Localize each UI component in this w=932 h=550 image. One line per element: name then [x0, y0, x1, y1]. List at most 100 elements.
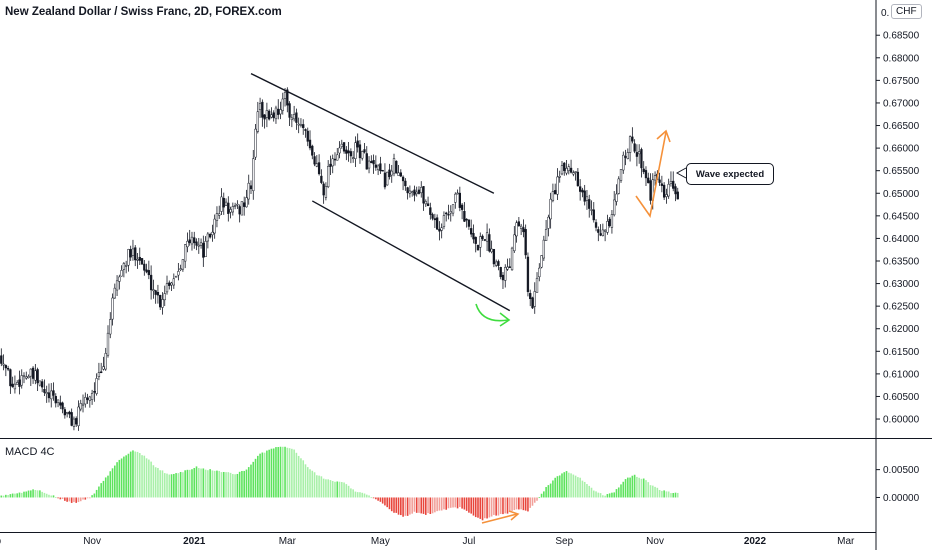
macd-bar — [57, 497, 59, 499]
candle — [406, 186, 409, 200]
macd-bar — [434, 497, 436, 513]
macd-bar — [459, 497, 461, 508]
macd-bar — [406, 497, 409, 516]
macd-bar — [497, 497, 500, 516]
macd-tick-label: 0.00000 — [883, 493, 920, 504]
macd-bar — [531, 497, 534, 506]
candle — [197, 237, 200, 254]
candle — [367, 156, 371, 174]
candle — [304, 128, 307, 138]
macd-bar — [170, 474, 173, 498]
candle — [619, 169, 623, 183]
macd-bar — [388, 497, 391, 510]
candle — [25, 371, 28, 380]
chart-title: New Zealand Dollar / Swiss Franc, 2D, FO… — [5, 6, 282, 18]
candle — [597, 226, 600, 242]
macd-axis[interactable]: 0.00500 0.00000 — [876, 465, 920, 504]
candle — [161, 292, 164, 315]
candle — [263, 114, 266, 129]
macd-bar — [513, 497, 516, 511]
candle — [97, 362, 101, 381]
candle — [208, 232, 212, 239]
candle — [270, 107, 273, 119]
candle — [628, 135, 632, 162]
candle — [638, 144, 641, 164]
time-axis[interactable]: Sep Nov 2021 Mar May Jul Sep Nov 2022 Mar — [0, 536, 855, 547]
macd-bar — [54, 496, 57, 498]
macd-bar — [134, 451, 137, 498]
candle — [342, 142, 346, 154]
candle — [615, 184, 618, 206]
candle — [134, 245, 137, 267]
candle — [11, 376, 14, 388]
candle — [662, 182, 666, 201]
candle — [168, 280, 171, 290]
candle — [481, 234, 484, 241]
macd-bar — [583, 481, 586, 498]
macd-bar — [461, 497, 463, 509]
candle — [268, 109, 271, 121]
candle — [279, 101, 282, 120]
macd-bar — [254, 458, 257, 498]
candle — [467, 219, 471, 230]
macd-bar — [468, 497, 470, 513]
candle — [329, 155, 332, 176]
macd-bar — [25, 491, 28, 498]
candle — [522, 219, 525, 238]
macd-bar — [331, 481, 334, 498]
macd-bar — [345, 484, 348, 498]
macd-bar — [66, 497, 68, 502]
candle — [463, 202, 466, 223]
macd-bar — [173, 473, 175, 498]
price-tick-label: 0.63500 — [883, 256, 920, 267]
macd-bar — [474, 497, 477, 518]
macd-bar — [352, 489, 354, 498]
candle — [517, 216, 521, 227]
macd-bar — [136, 451, 139, 498]
candle — [499, 266, 502, 280]
candle — [27, 374, 30, 379]
candlestick-series — [0, 87, 679, 431]
macd-bar — [347, 485, 350, 498]
macd-bar — [141, 455, 143, 498]
candle — [102, 356, 105, 371]
candle — [417, 186, 421, 195]
candle — [59, 395, 62, 410]
macd-bar — [263, 452, 266, 498]
candle — [529, 289, 532, 307]
macd-bar — [161, 470, 164, 498]
macd-bar — [386, 497, 388, 508]
candle — [617, 176, 620, 195]
candle — [349, 148, 353, 164]
macd-bar — [617, 487, 620, 498]
macd-bar — [327, 479, 329, 498]
candle — [576, 168, 580, 187]
macd-bar — [393, 497, 395, 513]
macd-bar — [379, 497, 382, 502]
macd-bar — [579, 477, 581, 498]
candle — [147, 260, 150, 280]
time-tick-label: Sep — [555, 536, 573, 547]
candle — [18, 370, 21, 395]
macd-bar — [558, 475, 561, 498]
time-tick-label: Nov — [646, 536, 664, 547]
macd-bar — [259, 453, 261, 498]
candle — [599, 224, 602, 237]
candle — [165, 275, 169, 295]
descending-channel[interactable] — [250, 72, 511, 312]
candle — [383, 163, 387, 190]
candle — [658, 172, 661, 186]
macd-bar — [86, 497, 89, 499]
macd-bar — [300, 458, 302, 498]
macd-bar — [309, 469, 311, 498]
candle — [413, 185, 416, 202]
candle — [392, 153, 396, 177]
macd-bar — [109, 471, 112, 498]
macd-bar — [370, 497, 373, 499]
candle — [254, 123, 257, 161]
price-axis[interactable]: 0.60000 0.60500 0.61000 0.61500 0.62000 0.625… — [876, 31, 920, 426]
macd-bar — [220, 472, 223, 498]
currency-badge[interactable]: CHF — [891, 4, 922, 19]
macd-bar — [561, 473, 563, 498]
